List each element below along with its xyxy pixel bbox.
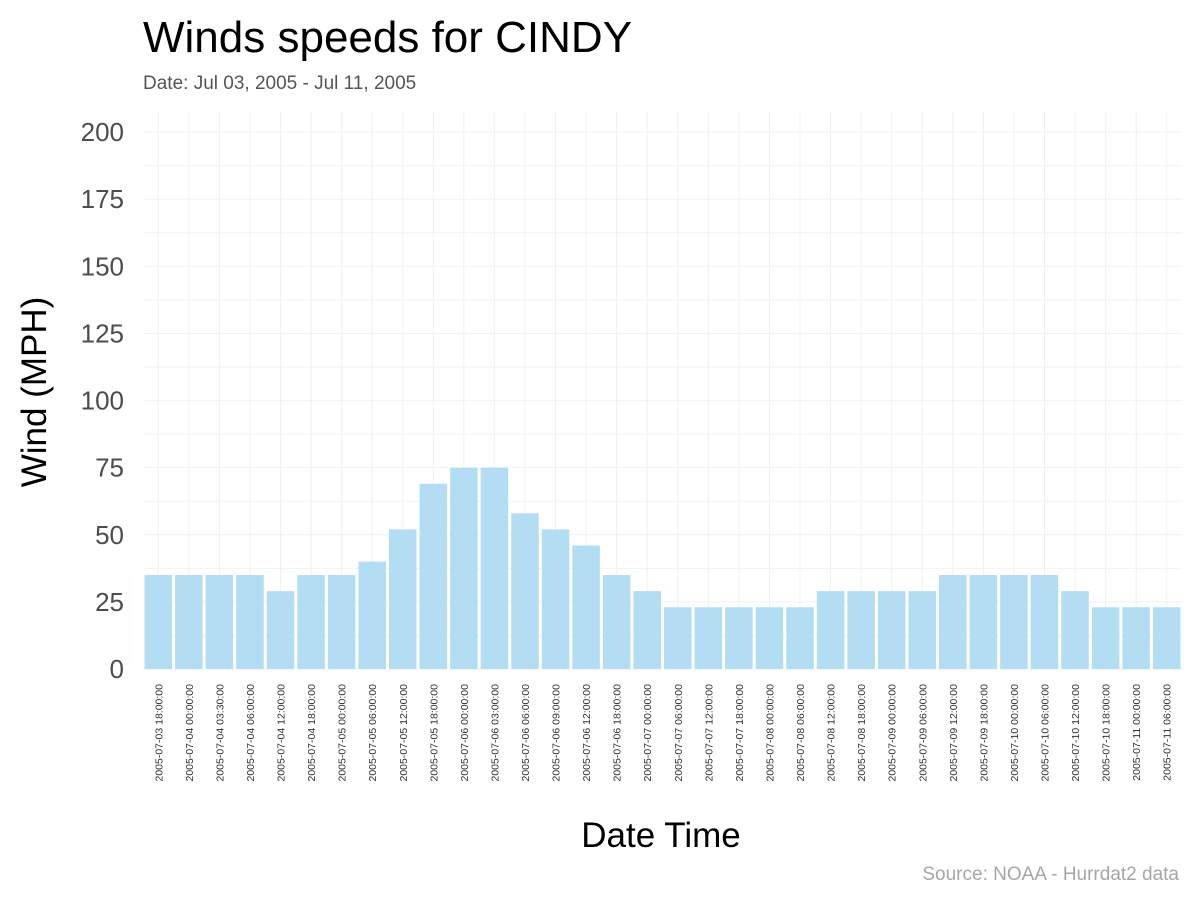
bar <box>175 575 203 669</box>
x-tick-label: 2005-07-10 12:00:00 <box>1070 684 1082 782</box>
bar <box>725 607 753 669</box>
bar <box>236 575 264 669</box>
bar <box>694 607 723 669</box>
bar <box>297 575 325 669</box>
x-tick-label: 2005-07-11 00:00:00 <box>1131 684 1143 781</box>
bar <box>816 591 845 669</box>
x-tick-label: 2005-07-08 06:00:00 <box>795 684 807 782</box>
x-tick-label: 2005-07-05 00:00:00 <box>337 684 349 782</box>
y-tick-label: 125 <box>81 318 124 348</box>
bar <box>511 513 539 669</box>
bar <box>480 467 509 669</box>
x-tick-label: 2005-07-04 06:00:00 <box>245 684 257 782</box>
x-axis-label: Date Time <box>581 816 741 855</box>
bar <box>1000 575 1028 669</box>
bar <box>358 561 386 669</box>
y-tick-label: 150 <box>81 251 124 281</box>
y-axis-ticks: 0 25 50 75 100 125 150 175 200 <box>81 117 124 684</box>
y-tick-label: 175 <box>81 184 124 214</box>
y-tick-label: 50 <box>95 520 124 550</box>
bar <box>266 591 295 669</box>
x-tick-label: 2005-07-08 18:00:00 <box>856 684 868 782</box>
bar <box>786 607 814 669</box>
x-tick-label: 2005-07-05 12:00:00 <box>398 684 410 782</box>
bars <box>144 467 1181 669</box>
bar <box>450 467 478 669</box>
y-tick-label: 100 <box>81 386 124 416</box>
bar <box>144 575 173 669</box>
source-caption: Source: NOAA - Hurrdat2 data <box>922 864 1179 885</box>
bar <box>1152 607 1181 669</box>
x-tick-label: 2005-07-07 12:00:00 <box>703 684 715 782</box>
x-tick-label: 2005-07-06 18:00:00 <box>612 684 624 782</box>
x-tick-label: 2005-07-04 00:00:00 <box>184 684 196 782</box>
x-tick-label: 2005-07-08 00:00:00 <box>764 684 776 782</box>
bar <box>939 575 967 669</box>
x-tick-label: 2005-07-07 18:00:00 <box>734 684 746 782</box>
bar <box>908 591 937 669</box>
bar <box>572 545 600 669</box>
x-tick-label: 2005-07-07 06:00:00 <box>673 684 685 782</box>
x-tick-label: 2005-07-07 00:00:00 <box>642 684 654 782</box>
x-tick-label: 2005-07-08 12:00:00 <box>826 684 838 782</box>
x-tick-label: 2005-07-05 18:00:00 <box>428 684 440 782</box>
x-tick-label: 2005-07-04 03:30:00 <box>214 684 226 782</box>
bar <box>1122 607 1150 669</box>
x-tick-label: 2005-07-09 18:00:00 <box>978 684 990 782</box>
bar <box>388 529 417 669</box>
bar <box>847 591 875 669</box>
chart-title: Winds speeds for CINDY <box>143 13 632 62</box>
bar <box>877 591 906 669</box>
x-tick-label: 2005-07-06 09:00:00 <box>551 684 563 782</box>
x-tick-label: 2005-07-04 18:00:00 <box>306 684 318 782</box>
bar <box>602 575 631 669</box>
bar <box>633 591 661 669</box>
x-tick-label: 2005-07-04 12:00:00 <box>276 684 288 782</box>
bar <box>664 607 692 669</box>
x-tick-label: 2005-07-03 18:00:00 <box>153 684 165 782</box>
y-tick-label: 25 <box>95 587 124 617</box>
x-tick-label: 2005-07-09 06:00:00 <box>917 684 929 782</box>
x-tick-label: 2005-07-09 12:00:00 <box>948 684 960 782</box>
x-tick-label: 2005-07-11 06:00:00 <box>1162 684 1174 781</box>
x-tick-label: 2005-07-10 00:00:00 <box>1009 684 1021 782</box>
x-tick-label: 2005-07-06 03:00:00 <box>489 684 501 782</box>
bar <box>205 575 234 669</box>
x-tick-label: 2005-07-10 18:00:00 <box>1101 684 1113 782</box>
bar <box>969 575 998 669</box>
bar <box>419 483 448 669</box>
x-tick-label: 2005-07-10 06:00:00 <box>1039 684 1051 782</box>
chart-subtitle: Date: Jul 03, 2005 - Jul 11, 2005 <box>143 73 416 94</box>
bar <box>1030 575 1059 669</box>
bar <box>755 607 784 669</box>
x-tick-label: 2005-07-05 06:00:00 <box>367 684 379 782</box>
bar <box>1061 591 1089 669</box>
bar <box>541 529 570 669</box>
y-axis-label: Wind (MPH) <box>15 297 54 488</box>
bar <box>1091 607 1120 669</box>
x-tick-label: 2005-07-06 06:00:00 <box>520 684 532 782</box>
y-tick-label: 0 <box>110 654 124 684</box>
x-axis-ticks: 2005-07-03 18:00:00 2005-07-04 00:00:00 20… <box>153 684 1173 782</box>
y-tick-label: 75 <box>95 453 124 483</box>
x-tick-label: 2005-07-06 12:00:00 <box>581 684 593 782</box>
x-tick-label: 2005-07-09 00:00:00 <box>887 684 899 782</box>
y-tick-label: 200 <box>81 117 124 147</box>
bar <box>327 575 356 669</box>
x-tick-label: 2005-07-06 00:00:00 <box>459 684 471 782</box>
